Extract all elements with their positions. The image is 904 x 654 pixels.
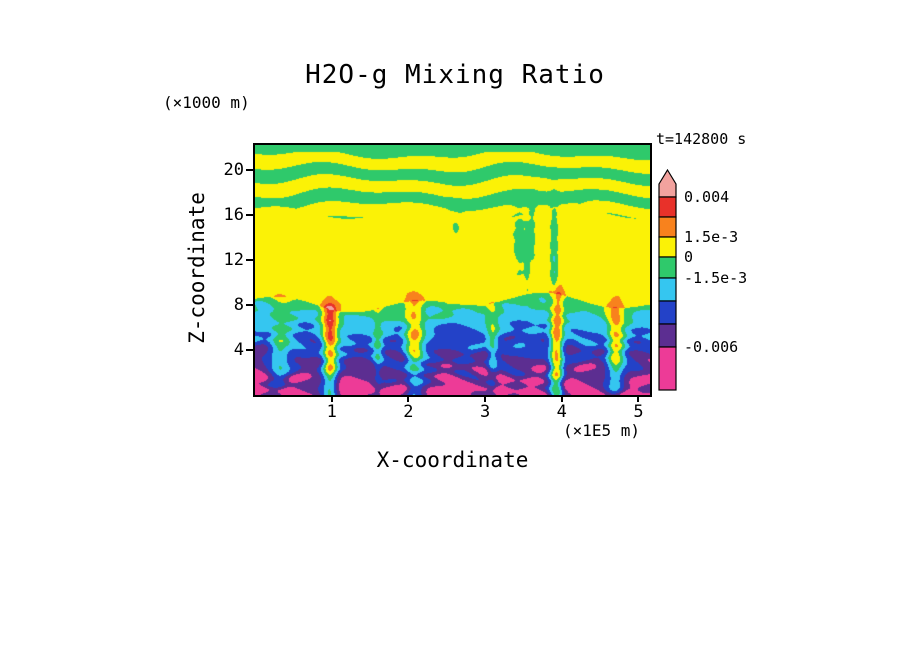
z-axis-tick	[246, 348, 253, 351]
colorbar-cell	[658, 323, 677, 348]
colorbar-cell	[658, 216, 677, 238]
colorbar-cell	[658, 196, 677, 218]
x-axis-tick	[484, 395, 487, 402]
x-axis-unit-label: (×1E5 m)	[563, 421, 641, 440]
z-axis-tick-label: 4	[233, 339, 244, 360]
time-label: t=142800 s	[656, 130, 747, 148]
x-axis-title: X-coordinate	[376, 448, 529, 472]
colorbar-cell	[658, 169, 677, 198]
colorbar-cell	[658, 300, 677, 325]
x-axis-tick-label: 4	[556, 402, 567, 422]
x-axis-tick	[560, 395, 563, 402]
x-axis-tick-label: 1	[326, 402, 337, 422]
colorbar-label: -0.006	[684, 338, 739, 356]
x-axis-tick-label: 5	[633, 402, 644, 422]
x-axis-tick-label: 3	[479, 402, 491, 422]
z-axis-tick-label: 20	[223, 159, 244, 180]
z-axis-tick	[246, 168, 253, 171]
colorbar-label: -1.5e-3	[684, 269, 748, 287]
z-axis-tick-label: 12	[223, 249, 244, 270]
colorbar-label: 1.5e-3	[684, 228, 739, 246]
z-axis-tick-label: 16	[223, 204, 244, 225]
x-axis-tick-label: 2	[403, 402, 414, 422]
colorbar-cell	[658, 346, 677, 391]
chart-title: H2O-g Mixing Ratio	[305, 60, 605, 90]
z-axis-tick	[246, 213, 253, 216]
x-axis-tick	[330, 395, 333, 402]
z-axis-tick	[246, 303, 253, 306]
z-axis-title: Z-coordinate	[185, 192, 209, 344]
z-axis-tick	[246, 258, 253, 261]
contour-field-canvas	[255, 145, 650, 395]
colorbar	[658, 169, 677, 391]
colorbar-label: 0	[684, 248, 694, 266]
colorbar-label: 0.004	[684, 188, 730, 206]
plot-area	[253, 143, 652, 397]
x-axis-tick	[407, 395, 410, 402]
colorbar-cell	[658, 277, 677, 302]
colorbar-cell	[658, 256, 677, 279]
x-axis-tick	[637, 395, 640, 402]
z-axis-unit-label: (×1000 m)	[163, 93, 250, 112]
colorbar-cell	[658, 236, 677, 258]
z-axis-tick-label: 8	[233, 294, 244, 315]
